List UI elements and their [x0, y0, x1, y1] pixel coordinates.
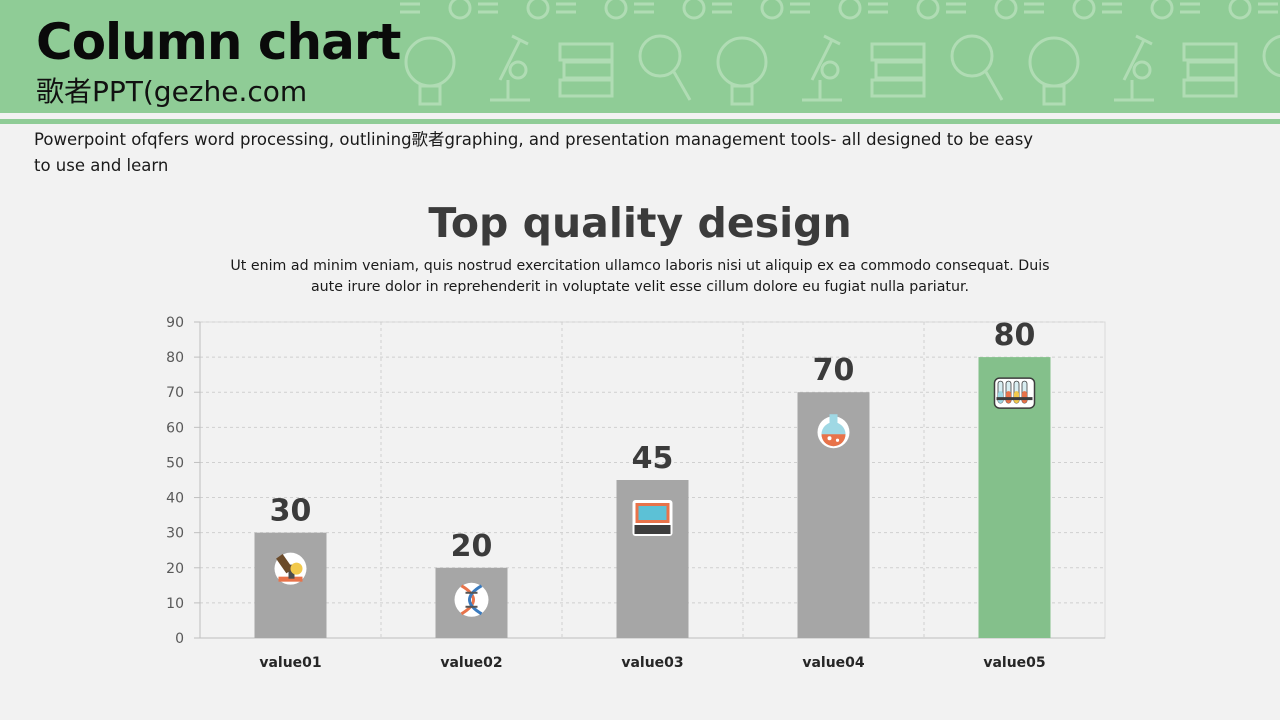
- slide-subtitle: 歌者PPT(gezhe.com: [36, 75, 308, 108]
- data-label: 30: [270, 494, 312, 529]
- y-tick-label: 30: [166, 526, 184, 542]
- category-label: value03: [621, 655, 683, 671]
- y-tick-label: 60: [166, 420, 184, 436]
- y-tick-label: 70: [166, 385, 184, 401]
- flask-icon: [817, 414, 850, 449]
- y-tick-label: 50: [166, 455, 184, 471]
- y-tick-label: 80: [166, 350, 184, 366]
- microscope-icon: [274, 552, 307, 585]
- y-tick-label: 40: [166, 491, 184, 507]
- data-label: 20: [451, 529, 493, 564]
- category-label: value05: [983, 655, 1045, 671]
- category-label: value02: [440, 655, 502, 671]
- category-label: value04: [802, 655, 865, 671]
- chart-description: Ut enim ad minim veniam, quis nostrud ex…: [230, 258, 1050, 295]
- data-label: 80: [994, 318, 1036, 353]
- test-tubes-icon: [993, 377, 1036, 409]
- computer-icon: [632, 500, 673, 536]
- slide-title: Column chart: [36, 13, 401, 71]
- dna-icon: [454, 582, 489, 617]
- header-divider: [0, 119, 1280, 124]
- header-banner: [0, 0, 1280, 113]
- data-label: 45: [632, 441, 674, 476]
- bar: [254, 532, 327, 638]
- category-label: value01: [259, 655, 321, 671]
- y-tick-label: 20: [166, 561, 184, 577]
- y-tick-label: 0: [175, 631, 184, 647]
- science-pattern-background: [400, 0, 1280, 106]
- data-label: 70: [813, 353, 855, 388]
- y-tick-label: 10: [166, 596, 184, 612]
- intro-paragraph: Powerpoint ofqfers word processing, outl…: [34, 130, 1034, 175]
- y-tick-label: 90: [166, 315, 184, 331]
- chart-title: Top quality design: [428, 199, 852, 247]
